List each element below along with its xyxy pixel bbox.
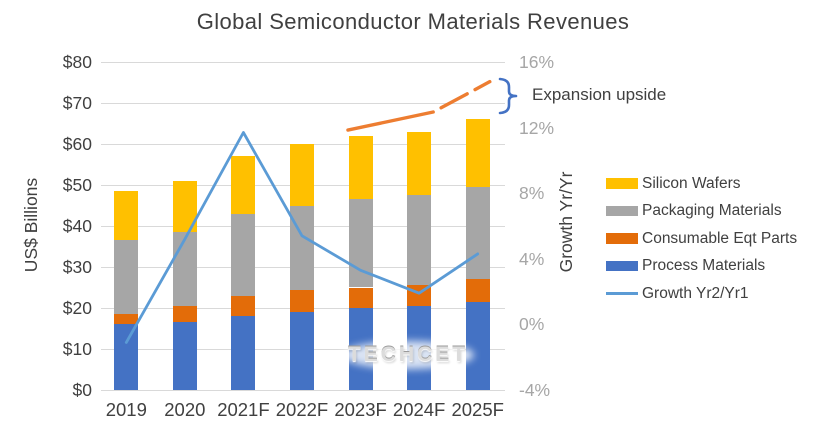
y-tick-label-right: 8% — [519, 183, 545, 204]
expansion-line-dash — [473, 79, 492, 92]
x-tick-label: 2019 — [105, 399, 147, 420]
bar-segment-packaging-materials — [172, 232, 197, 306]
expansion-line-solid — [346, 110, 435, 132]
bar-segment-silicon-wafers — [114, 191, 139, 241]
bar-segment-consumable-eqt-parts — [407, 285, 432, 306]
legend-label: Consumable Eqt Parts — [642, 229, 798, 247]
legend-item: Packaging Materials — [606, 201, 782, 222]
bar-segment-silicon-wafers — [407, 131, 432, 196]
chart-title: Global Semiconductor Materials Revenues — [196, 9, 630, 34]
legend-label: Growth Yr2/Yr1 — [642, 284, 749, 302]
bar-segment-consumable-eqt-parts — [172, 305, 197, 323]
y-tick-label-left: $10 — [62, 339, 92, 359]
legend-item: Consumable Eqt Parts — [606, 228, 797, 249]
bar-segment-consumable-eqt-parts — [231, 295, 256, 317]
y-tick-label-right: 0% — [519, 314, 545, 335]
legend-label: Process Materials — [642, 257, 766, 274]
bar-segment-process-materials — [114, 324, 139, 390]
y-axis-title-right: Growth Yr/Yr — [556, 171, 576, 273]
y-tick-label-left: $40 — [62, 216, 92, 236]
x-tick-label: 2023F — [334, 399, 387, 420]
legend-line-growth-yr2-yr1 — [606, 292, 638, 295]
bar-segment-process-materials — [172, 322, 197, 390]
legend-label: Silicon Wafers — [642, 174, 741, 192]
legend-label: Packaging Materials — [642, 202, 782, 219]
y-tick-label-left: $0 — [72, 380, 92, 400]
bar-segment-consumable-eqt-parts — [114, 314, 139, 325]
legend-item: Process Materials — [606, 256, 765, 277]
legend-item: Silicon Wafers — [606, 173, 740, 194]
bar-segment-packaging-materials — [407, 195, 432, 286]
bar-segment-packaging-materials — [290, 205, 314, 290]
bar-segment-consumable-eqt-parts — [465, 279, 490, 302]
y-tick-label-left: $60 — [62, 134, 92, 154]
annotation-expansion-upside: Expansion upside — [532, 85, 667, 104]
bar-segment-packaging-materials — [114, 240, 139, 315]
x-tick-label: 2022F — [275, 399, 329, 420]
bar-segment-silicon-wafers — [290, 144, 314, 206]
bar-segment-process-materials — [465, 301, 490, 390]
watermark-techcet: TECHCET — [347, 343, 469, 366]
bar-segment-silicon-wafers — [465, 119, 490, 188]
y-tick-label-left: $70 — [62, 93, 92, 113]
y-tick-label-right: 4% — [519, 248, 545, 269]
bar-segment-process-materials — [290, 312, 314, 390]
bar-segment-process-materials — [231, 316, 256, 390]
bar-segment-silicon-wafers — [172, 180, 197, 233]
x-tick-label: 2024F — [392, 399, 446, 420]
y-tick-label-left: $20 — [62, 298, 92, 318]
bar-segment-packaging-materials — [348, 199, 373, 288]
gridline — [101, 61, 505, 63]
gridline — [101, 102, 505, 104]
y-tick-label-left: $80 — [62, 52, 92, 72]
legend-swatch-consumable-eqt-parts — [606, 233, 638, 244]
expansion-line-dash — [439, 92, 469, 110]
bar-segment-packaging-materials — [465, 187, 490, 280]
bar-segment-consumable-eqt-parts — [290, 289, 314, 313]
legend-swatch-silicon-wafers — [606, 178, 638, 189]
bar-segment-silicon-wafers — [231, 156, 256, 214]
y-tick-label-right: -4% — [519, 380, 551, 400]
y-tick-label-right: 12% — [519, 117, 555, 138]
y-tick-label-right: 16% — [519, 52, 555, 72]
brace-bracket-icon — [498, 77, 518, 115]
watermark-glow — [342, 341, 474, 369]
x-tick-label: 2020 — [164, 399, 206, 420]
x-tick-label: 2021F — [217, 399, 270, 420]
legend-swatch-process-materials — [606, 260, 638, 272]
bar-segment-packaging-materials — [231, 213, 256, 296]
legend-item: Growth Yr2/Yr1 — [606, 283, 749, 304]
gridline — [101, 389, 505, 391]
legend-swatch-packaging-materials — [606, 205, 638, 217]
bar-segment-consumable-eqt-parts — [348, 287, 373, 308]
x-tick-label: 2025F — [451, 399, 504, 420]
bar-segment-silicon-wafers — [348, 135, 373, 200]
y-tick-label-left: $50 — [62, 175, 92, 195]
y-tick-label-left: $30 — [62, 257, 92, 277]
